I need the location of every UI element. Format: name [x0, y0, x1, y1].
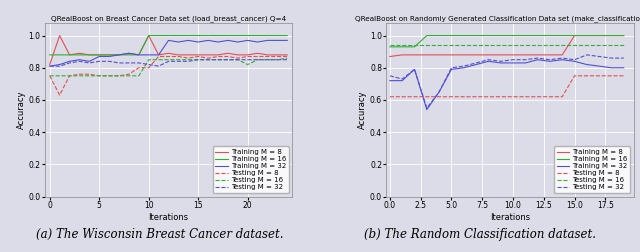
Legend: Training M = 8, Training M = 16, Training M = 32, Testing M = 8, Testing M = 16,: Training M = 8, Training M = 16, Trainin…	[554, 146, 630, 193]
Text: (a) The Wisconsin Breast Cancer dataset.: (a) The Wisconsin Breast Cancer dataset.	[36, 228, 284, 241]
Title: QRealBoost on Randomly Generated Classification Data set (make_classification) Q: QRealBoost on Randomly Generated Classif…	[355, 15, 640, 22]
Legend: Training M = 8, Training M = 16, Training M = 32, Testing M = 8, Testing M = 16,: Training M = 8, Training M = 16, Trainin…	[212, 146, 289, 193]
Text: (b) The Random Classification dataset.: (b) The Random Classification dataset.	[364, 228, 596, 241]
X-axis label: Iterations: Iterations	[148, 212, 189, 222]
Title: QRealBoost on Breast Cancer Data set (load_breast_cancer) Q=4: QRealBoost on Breast Cancer Data set (lo…	[51, 15, 286, 22]
X-axis label: Iterations: Iterations	[490, 212, 530, 222]
Y-axis label: Accuracy: Accuracy	[358, 90, 367, 129]
Y-axis label: Accuracy: Accuracy	[17, 90, 26, 129]
